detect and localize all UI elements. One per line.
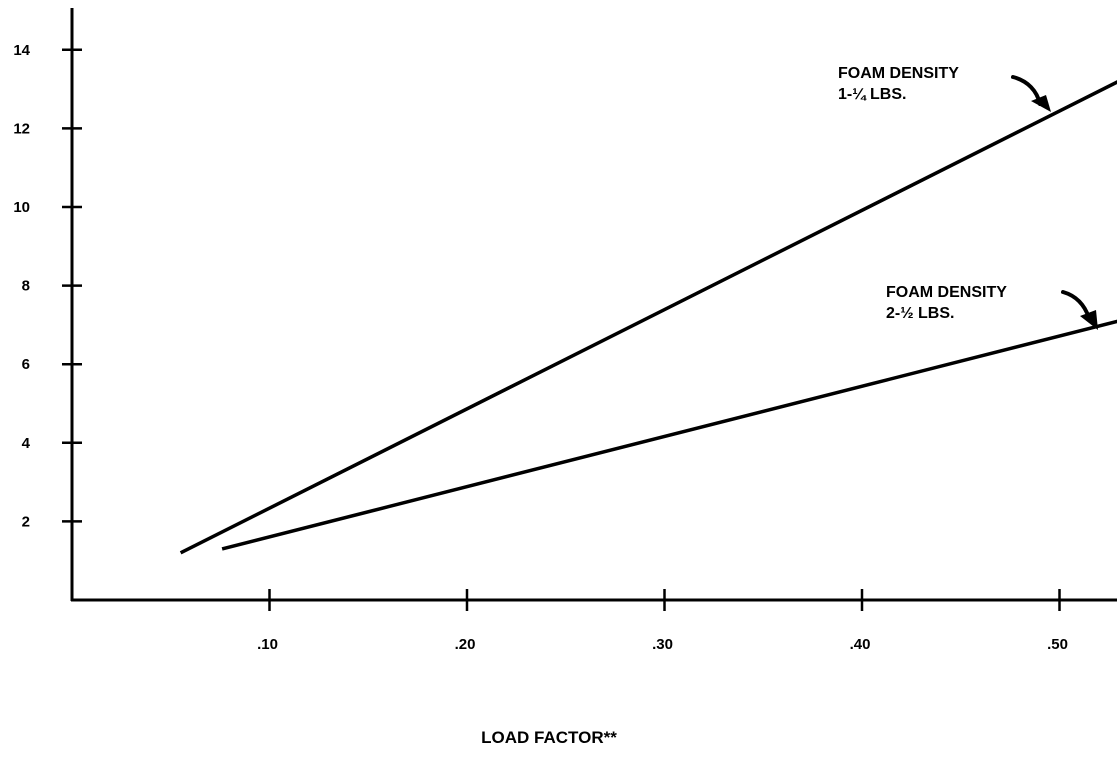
y-tick-label: 8 — [22, 278, 30, 295]
series-annotation-2: FOAM DENSITY 2-½ LBS. — [886, 284, 1007, 322]
annotation-arrowhead — [1031, 95, 1051, 112]
annotation-line: 2-½ LBS. — [886, 305, 954, 322]
x-tick-label: .30 — [652, 636, 673, 653]
series-line-1 — [179, 80, 1117, 555]
annotation-line: FOAM DENSITY — [886, 284, 1007, 301]
y-tick-label: 12 — [13, 120, 30, 137]
y-tick-label: 2 — [22, 513, 30, 530]
y-tick-label: 10 — [13, 199, 30, 216]
annotation-line: FOAM DENSITY — [838, 65, 959, 82]
series-annotation-1: FOAM DENSITY 1-¼ LBS. — [838, 65, 959, 103]
annotations: FOAM DENSITY 1-¼ LBS. FOAM DENSITY 2-½ LBS. — [838, 65, 1098, 330]
x-tick-label: .50 — [1047, 636, 1068, 653]
axes — [70, 8, 1117, 602]
y-tick-label: 14 — [13, 42, 30, 59]
x-tick-label: .10 — [257, 636, 278, 653]
y-tick-label: 6 — [22, 356, 30, 373]
series-line-2 — [221, 319, 1117, 551]
ticks: 2 4 6 8 10 12 14 .10 .20 .30 .40 .50 — [13, 42, 1068, 653]
x-tick-label: .40 — [850, 636, 871, 653]
x-axis-label: LOAD FACTOR** — [481, 728, 617, 747]
annotation-line: 1-¼ LBS. — [838, 86, 906, 103]
series-layer — [179, 80, 1117, 555]
y-tick-label: 4 — [22, 435, 31, 452]
x-tick-label: .20 — [455, 636, 476, 653]
annotation-arrowhead — [1080, 310, 1098, 330]
